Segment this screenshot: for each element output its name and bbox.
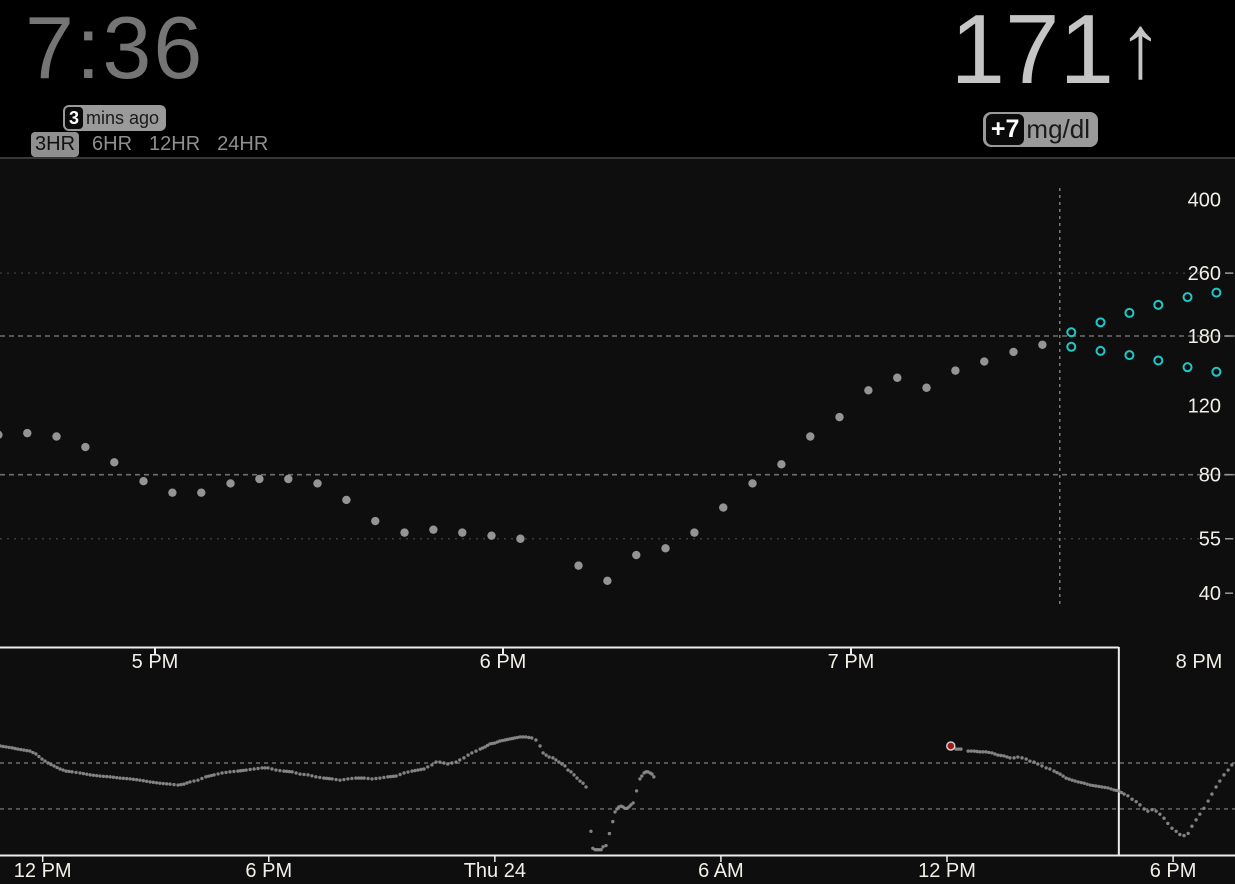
range-button-24hr[interactable]: 24HR (217, 133, 269, 155)
clock: 7:36 (25, 0, 205, 97)
svg-text:7 PM: 7 PM (828, 651, 875, 673)
bg-delta-badge: +7 (985, 114, 1025, 145)
svg-text:5 PM: 5 PM (132, 651, 179, 673)
series-prediction_lower (1066, 341, 1222, 377)
bg-units-label: mg/dl (1026, 114, 1090, 144)
range-button-12hr[interactable]: 12HR (149, 133, 201, 155)
svg-text:6 AM: 6 AM (698, 860, 744, 882)
focus-gridlines (0, 272, 1235, 540)
reading-age-label: mins ago (86, 108, 160, 128)
svg-text:6 PM: 6 PM (480, 651, 527, 673)
reading-age-pill: 3 mins ago (63, 105, 167, 131)
svg-text:80: 80 (1199, 465, 1221, 487)
focus-x-ticks: 5 PM 6 PM 7 PM 8 PM (132, 647, 1223, 673)
focus-y-axis-labels: 400 260 180 120 80 55 40 (1188, 189, 1233, 605)
svg-text:55: 55 (1199, 529, 1221, 551)
svg-text:6 PM: 6 PM (245, 860, 292, 882)
svg-text:8 PM: 8 PM (1176, 651, 1223, 673)
svg-text:400: 400 (1188, 189, 1221, 211)
svg-text:260: 260 (1188, 263, 1221, 285)
treatment-marker-red-dot[interactable] (946, 741, 956, 751)
time-range-selector: 3HR 6HR 12HR 24HR (31, 132, 281, 157)
svg-text:12 PM: 12 PM (918, 860, 976, 882)
bg-delta-pill: +7 mg/dl (982, 112, 1098, 147)
range-button-3hr[interactable]: 3HR (31, 132, 80, 157)
current-bg: 171 ↑ (950, 0, 1163, 98)
series-cgm_history (0, 340, 1047, 586)
context-x-ticks: 12 PM 6 PM Thu 24 6 AM 12 PM 6 PM (14, 855, 1197, 882)
bg-value: 171 (950, 0, 1114, 104)
svg-text:12 PM: 12 PM (14, 860, 72, 882)
trend-arrow-up-icon: ↑ (1118, 0, 1163, 97)
svg-text:Thu 24: Thu 24 (464, 860, 526, 882)
header: 7:36 3 mins ago 3HR 6HR 12HR 24HR 171 ↑ … (0, 0, 1235, 157)
svg-text:120: 120 (1188, 395, 1221, 417)
context-cgm-dots (0, 735, 1234, 852)
svg-text:180: 180 (1188, 326, 1221, 348)
reading-age-minutes-badge: 3 (65, 107, 84, 129)
range-button-6hr[interactable]: 6HR (92, 133, 133, 155)
svg-text:6 PM: 6 PM (1150, 860, 1197, 882)
series-prediction_upper (1066, 287, 1222, 338)
svg-text:40: 40 (1199, 583, 1221, 605)
